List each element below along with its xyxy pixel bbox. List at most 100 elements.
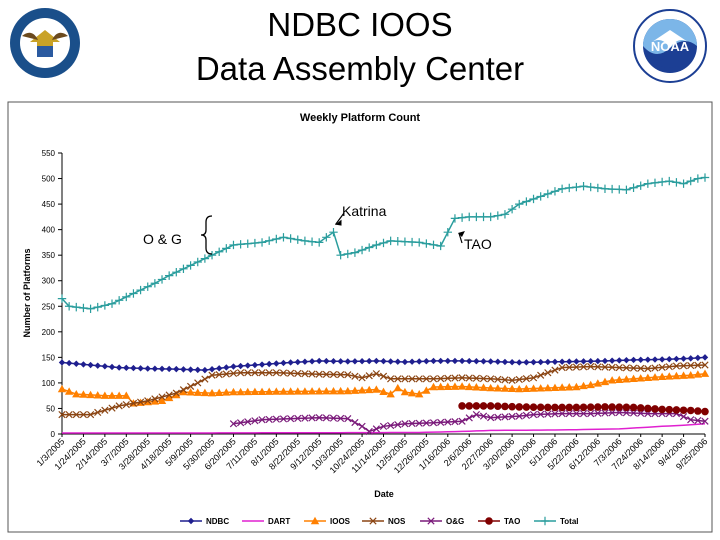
data-point-ndbc [230, 363, 237, 370]
data-point-ndbc [701, 354, 709, 361]
data-point-nos [344, 371, 352, 379]
data-point-nos [222, 370, 230, 378]
y-tick-label: 500 [42, 175, 56, 184]
page-title-line1: NDBC IOOS [267, 6, 453, 43]
data-point-ndbc [301, 358, 309, 365]
data-point-o-g [572, 409, 581, 418]
data-point-o-g [351, 418, 359, 427]
series-o-g [229, 408, 709, 436]
data-point-nos [179, 386, 188, 394]
legend-item-tao: TAO [478, 517, 520, 526]
data-point-nos [379, 372, 388, 380]
data-point-ioos [100, 391, 110, 399]
data-point-o-g [401, 420, 409, 428]
data-point-ioos [572, 382, 581, 391]
data-point-ioos [193, 388, 202, 396]
data-point-o-g [479, 412, 488, 420]
data-point-ndbc [65, 359, 73, 367]
data-point-nos [508, 376, 516, 384]
data-point-o-g [694, 416, 702, 425]
data-point-o-g [337, 414, 345, 423]
x-axis-label: Date [374, 489, 394, 499]
legend-label-o-g: O&G [446, 517, 464, 526]
data-point-nos [637, 364, 645, 372]
data-point-total [257, 238, 267, 247]
data-point-ioos [264, 387, 274, 395]
data-point-ndbc [651, 356, 659, 363]
data-point-nos [72, 410, 80, 419]
data-point-ioos [157, 396, 167, 404]
data-point-nos [694, 361, 702, 369]
data-point-nos [358, 374, 366, 382]
data-point-ndbc [373, 357, 380, 365]
data-point-ioos [436, 382, 445, 391]
data-point-ioos [515, 384, 524, 393]
data-point-ndbc [130, 364, 137, 372]
legend-marker-tao [485, 517, 493, 525]
data-point-ioos [243, 387, 252, 396]
data-point-tao [465, 402, 474, 410]
data-point-total [86, 304, 95, 314]
data-point-total [386, 236, 395, 246]
y-axis-label: Number of Platforms [22, 248, 32, 337]
data-point-o-g [679, 413, 688, 421]
data-point-total [650, 178, 660, 188]
data-point-ndbc [444, 357, 451, 365]
data-point-ioos [336, 386, 345, 395]
data-point-total [279, 233, 288, 242]
data-point-total [157, 275, 167, 284]
data-point-ndbc [358, 357, 366, 365]
data-point-ioos [200, 388, 210, 397]
data-point-o-g [701, 417, 709, 425]
data-point-tao [579, 403, 588, 412]
data-point-ioos [407, 388, 417, 397]
data-point-ndbc [558, 358, 566, 365]
commerce-seal-logo [10, 8, 80, 78]
data-point-nos [558, 363, 566, 372]
data-point-o-g [329, 414, 338, 422]
data-point-ioos [522, 384, 531, 392]
data-point-ioos [686, 371, 695, 379]
data-point-ioos [400, 387, 410, 396]
series-dart [62, 423, 706, 434]
data-point-tao [458, 402, 466, 410]
data-point-o-g [379, 422, 388, 430]
data-point-ndbc [265, 360, 273, 368]
data-point-total [336, 250, 345, 260]
data-point-ndbc [337, 358, 344, 365]
y-tick-label: 250 [42, 302, 56, 311]
data-point-ioos [179, 387, 188, 396]
data-point-ioos [186, 388, 195, 396]
data-point-ndbc [165, 365, 173, 373]
data-point-ndbc [251, 361, 259, 369]
data-point-ndbc [587, 357, 594, 365]
data-point-nos [601, 363, 609, 371]
data-point-tao [665, 405, 674, 414]
data-point-ioos [172, 390, 181, 399]
data-point-ioos [657, 372, 667, 380]
series-total [57, 173, 710, 314]
y-tick-label: 150 [42, 353, 56, 362]
data-point-total [479, 212, 488, 222]
data-point-ioos [300, 387, 310, 395]
data-point-tao [679, 406, 688, 415]
data-point-total [100, 301, 110, 310]
data-point-nos [194, 379, 202, 387]
data-point-ioos [114, 391, 124, 399]
data-point-ioos [536, 384, 545, 392]
data-point-nos [286, 369, 295, 377]
annotation-arrow-tao [458, 232, 463, 244]
data-point-ioos [57, 384, 67, 393]
data-point-ndbc [473, 357, 480, 365]
chart-frame [7, 101, 713, 533]
data-point-ioos [693, 370, 703, 378]
data-point-ndbc [294, 358, 301, 366]
data-point-ndbc [330, 357, 337, 365]
data-point-ioos [250, 387, 260, 396]
data-point-nos [494, 375, 502, 383]
data-point-o-g [272, 415, 280, 423]
data-point-total [372, 240, 381, 250]
data-point-o-g [529, 410, 538, 419]
data-point-tao [565, 403, 574, 412]
data-point-o-g [537, 410, 545, 418]
